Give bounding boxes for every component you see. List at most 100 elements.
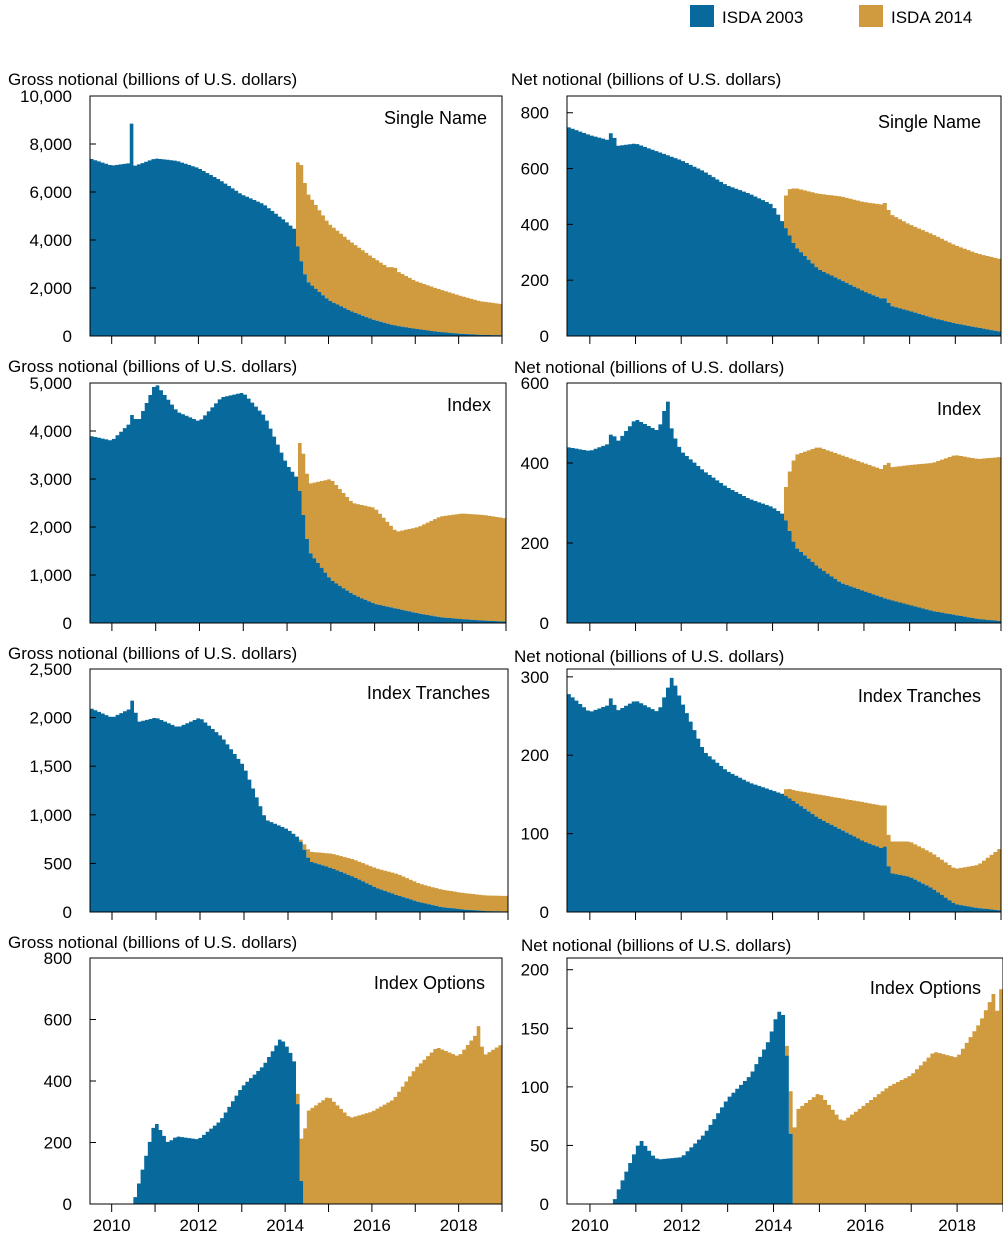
y-tick-label: 200 — [521, 271, 549, 290]
x-tick-label: 2014 — [266, 1216, 304, 1235]
y-tick-label: 800 — [521, 104, 549, 123]
y-tick-label: 6,000 — [29, 183, 72, 202]
y-tick-label: 5,000 — [29, 374, 72, 393]
y-axis-label: Net notional (billions of U.S. dollars) — [514, 647, 784, 666]
y-tick-label: 8,000 — [29, 135, 72, 154]
legend-swatch-isda-2014 — [859, 5, 883, 27]
x-tick-label: 2010 — [571, 1216, 609, 1235]
y-axis-label: Net notional (billions of U.S. dollars) — [514, 358, 784, 377]
y-tick-label: 1,000 — [29, 566, 72, 585]
y-tick-label: 2,000 — [29, 279, 72, 298]
plot-frame — [566, 957, 1003, 1205]
y-tick-label: 0 — [63, 1195, 72, 1214]
panel-6: 0 100 200 300 Net notional (billions of U.S.… — [514, 647, 1002, 922]
y-tick-label: 10,000 — [20, 87, 72, 106]
series-isda-2003-area — [90, 1039, 502, 1204]
series-isda-2014-area — [567, 989, 1003, 1204]
series-isda-2003-area — [90, 700, 508, 912]
y-axis-label: Gross notional (billions of U.S. dollars… — [8, 70, 297, 89]
y-tick-label: 200 — [521, 961, 549, 980]
x-tick-label: 2010 — [93, 1216, 131, 1235]
y-axis-label: Gross notional (billions of U.S. dollars… — [8, 644, 297, 663]
series-isda-2014-area — [90, 1026, 502, 1204]
y-tick-label: 0 — [63, 614, 72, 633]
y-tick-label: 600 — [44, 1011, 72, 1030]
y-tick-label: 200 — [521, 746, 549, 765]
x-tick-label: 2016 — [353, 1216, 391, 1235]
y-tick-label: 50 — [530, 1136, 549, 1155]
y-axis-label: Net notional (billions of U.S. dollars) — [521, 936, 791, 955]
series-isda-2003-area — [567, 1011, 1003, 1204]
panel-title: Single Name — [384, 108, 487, 128]
legend-swatch-isda-2003 — [690, 5, 714, 27]
y-tick-label: 100 — [521, 825, 549, 844]
x-tick-label: 2018 — [440, 1216, 478, 1235]
plot-frame — [566, 382, 1002, 624]
y-tick-label: 0 — [63, 327, 72, 346]
panel-title: Index Options — [374, 973, 485, 993]
y-tick-label: 100 — [521, 1078, 549, 1097]
panel-title: Index — [937, 399, 981, 419]
y-tick-label: 400 — [521, 215, 549, 234]
panel-title: Index Options — [870, 978, 981, 998]
y-tick-label: 1,500 — [29, 757, 72, 776]
panel-title: Index Tranches — [367, 683, 490, 703]
y-axis-label: Gross notional (billions of U.S. dollars… — [8, 357, 297, 376]
plot-frame — [89, 382, 507, 624]
y-tick-label: 600 — [521, 160, 549, 179]
series-isda-2014-area — [567, 127, 1001, 332]
y-tick-label: 4,000 — [29, 422, 72, 441]
x-tick-label: 2012 — [663, 1216, 701, 1235]
y-tick-label: 800 — [44, 949, 72, 968]
y-tick-label: 4,000 — [29, 231, 72, 250]
plot-frame — [566, 95, 1002, 337]
x-tick-label: 2012 — [180, 1216, 218, 1235]
x-tick-label: 2014 — [755, 1216, 793, 1235]
y-tick-label: 600 — [521, 374, 549, 393]
y-tick-label: 0 — [540, 614, 549, 633]
y-tick-label: 400 — [521, 454, 549, 473]
y-tick-label: 1,000 — [29, 806, 72, 825]
x-tick-label: 2016 — [846, 1216, 884, 1235]
y-tick-label: 2,500 — [29, 660, 72, 679]
panel-title: Index Tranches — [858, 686, 981, 706]
series-isda-2003-area — [567, 127, 1001, 336]
y-tick-label: 200 — [44, 1134, 72, 1153]
series-isda-2014-area — [567, 401, 1001, 621]
series-isda-2003-area — [90, 123, 502, 336]
y-tick-label: 0 — [63, 903, 72, 922]
y-tick-label: 500 — [44, 854, 72, 873]
y-tick-label: 200 — [521, 534, 549, 553]
y-tick-label: 150 — [521, 1019, 549, 1038]
y-tick-label: 3,000 — [29, 470, 72, 489]
panel-2: 0 200 400 600 800 Net notional (billions of U… — [511, 70, 1002, 346]
panel-title: Single Name — [878, 112, 981, 132]
series-isda-2003-area — [567, 677, 1001, 912]
series-isda-2014-area — [90, 385, 506, 622]
y-tick-label: 2,000 — [29, 709, 72, 728]
y-tick-label: 300 — [521, 668, 549, 687]
legend: ISDA 2003 ISDA 2014 — [690, 5, 972, 27]
series-isda-2003-area — [567, 401, 1001, 623]
y-tick-label: 0 — [540, 903, 549, 922]
y-tick-label: 0 — [540, 327, 549, 346]
plot-frame — [566, 668, 1002, 913]
y-axis-label: Net notional (billions of U.S. dollars) — [511, 70, 781, 89]
x-tick-label: 2018 — [938, 1216, 976, 1235]
plot-frame — [89, 95, 503, 337]
panel-7: 0 200 400 600 800 2010 2012 2014 2016 2018 Gross n… — [8, 933, 503, 1235]
panel-title: Index — [447, 395, 491, 415]
y-axis-label: Gross notional (billions of U.S. dollars… — [8, 933, 297, 952]
y-tick-label: 400 — [44, 1072, 72, 1091]
legend-label-isda-2014: ISDA 2014 — [891, 8, 972, 27]
y-tick-label: 0 — [540, 1195, 549, 1214]
series-isda-2003-area — [90, 385, 506, 623]
y-tick-label: 2,000 — [29, 518, 72, 537]
plot-frame — [89, 668, 509, 913]
panel-8: 0 50 100 150 200 2010 2012 2014 2016 2018 Net noti… — [521, 936, 1003, 1235]
